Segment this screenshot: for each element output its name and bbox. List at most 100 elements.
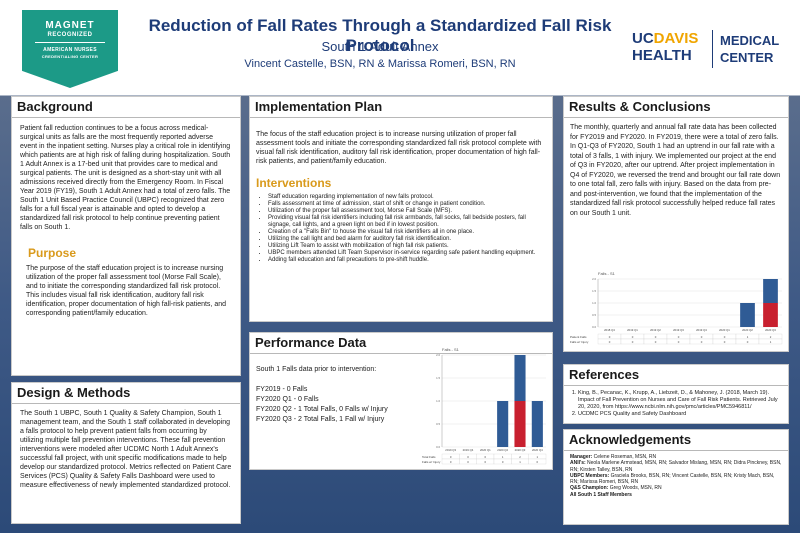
bar-total-2020-Q3 <box>763 279 778 303</box>
table-value: 0 <box>467 455 469 459</box>
table-value: 1 <box>537 455 539 459</box>
table-value: 1 <box>502 455 504 459</box>
table-value: 0 <box>655 340 657 344</box>
y-tick-label: 2.0 <box>436 353 440 357</box>
references-panel: References King, B., Pecanac, K., Krupp,… <box>563 364 789 424</box>
table-row-label: Total Falls <box>422 455 436 459</box>
x-tick-label: 2020 Q2 <box>497 448 508 452</box>
table-value: 0 <box>678 340 680 344</box>
background-heading: Background <box>12 97 240 118</box>
intervention-item: Utilization of the proper fall assessmen… <box>268 208 544 215</box>
poster-subtitle: South 1 Adult Annex <box>321 39 439 54</box>
design-heading: Design & Methods <box>12 383 240 404</box>
y-tick-label: 0.0 <box>592 325 596 329</box>
medical-center-logo: MEDICAL CENTER <box>720 33 780 65</box>
table-cell <box>528 458 547 465</box>
chart-title: Falls - S1 <box>598 271 616 276</box>
y-tick-label: 1.5 <box>436 376 440 380</box>
table-value: 0 <box>502 460 504 464</box>
table-value: 0 <box>747 340 749 344</box>
bar-total-2020-Q2 <box>740 303 755 327</box>
ucdavis-health-logo: UCDAVIS HEALTH <box>632 30 699 64</box>
y-tick-label: 1.0 <box>592 301 596 305</box>
table-value: 0 <box>632 340 634 344</box>
logo-divider <box>712 30 713 68</box>
x-tick-label: 2019 Q4 <box>696 328 707 332</box>
table-cell <box>758 338 783 345</box>
intervention-item: Adding fall education and fall precautio… <box>268 257 544 264</box>
x-tick-label: 2020 Q3 <box>765 328 776 332</box>
y-tick-label: 2.0 <box>592 277 596 281</box>
bar-injury-2020-Q3 <box>514 401 526 447</box>
poster-authors: Vincent Castelle, BSN, RN & Marissa Rome… <box>244 58 516 70</box>
performance-item: FY2020 Q2 - 1 Total Falls, 0 Falls w/ In… <box>256 406 388 413</box>
x-tick-label: 2020 Q1 <box>719 328 730 332</box>
intervention-item: Staff education regarding implementation… <box>268 194 544 201</box>
x-tick-label: 2020 Q1 <box>480 448 491 452</box>
table-value: 0 <box>724 335 726 339</box>
interventions-heading: Interventions <box>256 176 332 190</box>
results-panel: Results & Conclusions The monthly, quart… <box>563 96 789 352</box>
x-tick-label: 2019 Q3 <box>445 448 456 452</box>
bar-total-2020-Q4 <box>531 401 543 447</box>
intervention-item: Providing visual fall risk identifiers i… <box>268 215 544 229</box>
table-row-label: Falls w/ Injury <box>570 340 589 344</box>
performance-list: FY2019 - 0 Falls FY2020 Q1 - 0 Falls FY202… <box>256 385 388 425</box>
y-tick-label: 0.5 <box>592 313 596 317</box>
design-text: The South 1 UBPC, South 1 Quality & Safe… <box>20 410 232 489</box>
acknowledgements-panel: Acknowledgements Manager: Celene Roseman… <box>563 429 789 525</box>
table-value: 0 <box>701 340 703 344</box>
performance-panel: Performance Data South 1 Falls data prio… <box>249 332 553 470</box>
intervention-item: Creation of a "Falls Bin" to house the v… <box>268 229 544 236</box>
intervention-item: Utilizing the call light and bed alarm f… <box>268 236 544 243</box>
y-tick-label: 1.5 <box>592 289 596 293</box>
acknowledgement-item: All South 1 Staff Members <box>570 491 632 498</box>
magnet-badge-logo: MAGNET RECOGNIZED AMERICAN NURSES CREDEN… <box>22 10 118 88</box>
performance-item: FY2019 - 0 Falls <box>256 386 308 393</box>
acknowledgements-list: Manager: Celene Roseman, MSN, RN ANII's: … <box>564 451 788 498</box>
chart-title: Falls - S1 <box>442 347 460 352</box>
table-value: 1 <box>770 340 772 344</box>
references-heading: References <box>564 365 788 386</box>
acknowledgement-item: UBPC Members: Graciela Brooks, BSN, RN; … <box>570 472 775 486</box>
table-value: 0 <box>655 335 657 339</box>
background-panel: Background Patient fall reduction contin… <box>11 96 241 376</box>
acknowledgement-item: Q&S Champion: Greg Woods, MSN, RN <box>570 485 662 492</box>
references-list: King, B., Pecanac, K., Krupp, A., Liebze… <box>564 386 788 418</box>
purpose-heading: Purpose <box>28 246 77 260</box>
table-value: 1 <box>747 335 749 339</box>
table-value: 0 <box>678 335 680 339</box>
x-tick-label: 2018 Q4 <box>604 328 615 332</box>
interventions-list: Staff education regarding implementation… <box>250 194 552 264</box>
table-row-label: Falls w/ Injury <box>422 460 441 464</box>
table-value: 2 <box>519 455 521 459</box>
y-tick-label: 1.0 <box>436 399 440 403</box>
table-value: 0 <box>632 335 634 339</box>
poster-title: Reduction of Fall Rates Through a Standa… <box>148 16 612 55</box>
reference-item: UCDMC PCS Quality and Safety Dashboard <box>578 411 782 418</box>
x-tick-label: 2019 Q2 <box>650 328 661 332</box>
table-value: 0 <box>450 460 452 464</box>
reference-item: King, B., Pecanac, K., Krupp, A., Liebze… <box>578 390 782 411</box>
x-tick-label: 2020 Q3 <box>515 448 526 452</box>
results-text: The monthly, quarterly and annual fall r… <box>570 124 781 217</box>
performance-item: FY2020 Q1 - 0 Falls <box>256 396 319 403</box>
performance-heading: Performance Data <box>250 333 552 354</box>
intervention-item: UBPC members attended Lift Team Supervis… <box>268 250 544 257</box>
table-value: 0 <box>485 460 487 464</box>
intervention-item: Falls assessment at time of admission, s… <box>268 201 544 208</box>
purpose-text: The purpose of the staff education proje… <box>26 265 227 317</box>
x-tick-label: 2020 Q4 <box>532 448 543 452</box>
table-row-label: Patient Falls <box>570 335 587 339</box>
acknowledgement-item: ANII's: Neola Marlene Armstead, MSN, RN;… <box>570 460 782 473</box>
table-value: 0 <box>609 340 611 344</box>
table-value: 0 <box>485 455 487 459</box>
intervention-item: Utilizing Lift Team to assist with mobil… <box>268 243 544 250</box>
bar-total-2020-Q3 <box>514 355 526 401</box>
acknowledgement-item: Manager: Celene Roseman, MSN, RN <box>570 454 657 460</box>
bar-injury-2020-Q3 <box>763 303 778 327</box>
acknowledgements-heading: Acknowledgements <box>564 430 788 451</box>
y-tick-label: 0.0 <box>436 445 440 449</box>
